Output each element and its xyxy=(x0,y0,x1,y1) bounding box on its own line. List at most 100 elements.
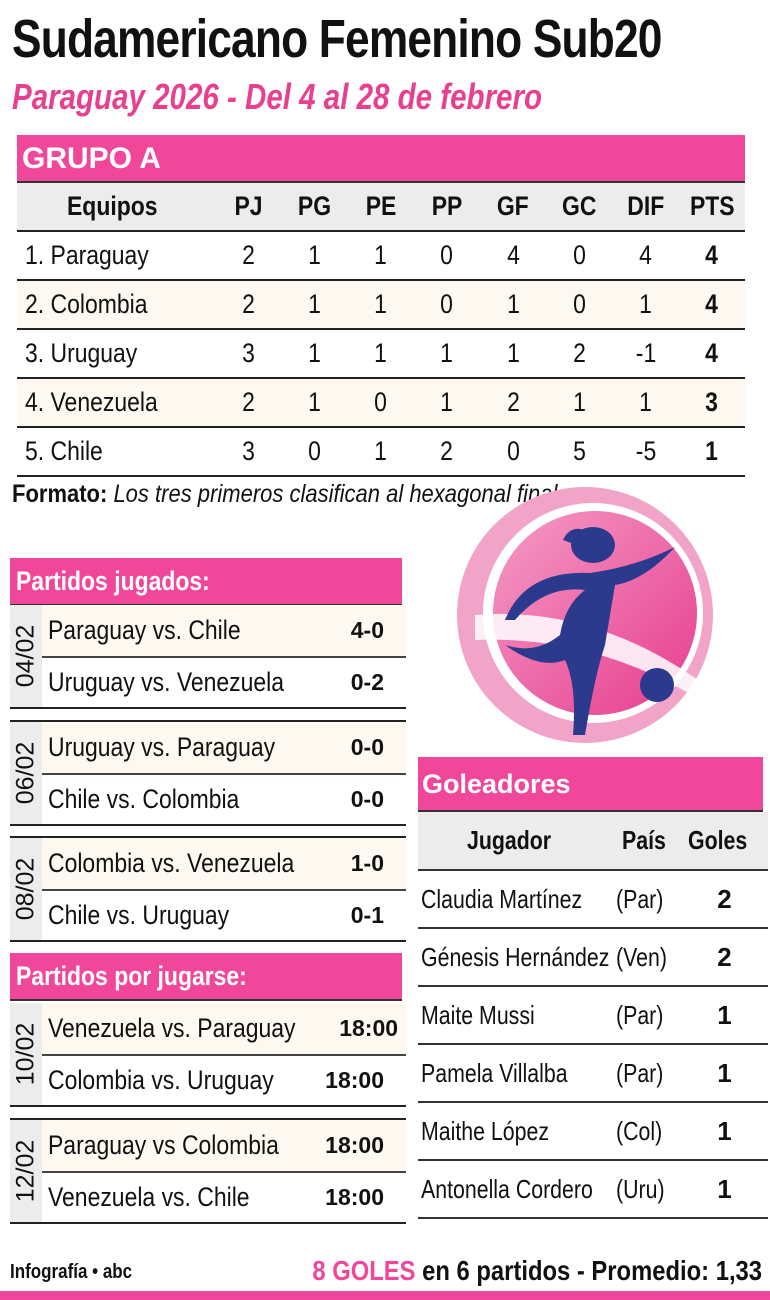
upcoming-matches-title: Partidos por jugarse: xyxy=(10,953,402,1001)
column-header: GC xyxy=(562,191,597,221)
match-teams: Colombia vs. Venezuela xyxy=(48,848,295,878)
table-row: 2. Colombia 2 1 1 0 1 0 1 4 xyxy=(17,281,745,330)
stat-cell: 2 xyxy=(241,387,255,417)
table-row: Claudia Martínez (Par) 2 xyxy=(418,871,768,929)
player-name: Génesis Hernández xyxy=(421,941,610,972)
match-day-group: 08/02 Colombia vs. Venezuela 1-0 Chile vs. … xyxy=(10,836,406,942)
stat-cell: 1 xyxy=(374,289,388,319)
player-country: (Ven) xyxy=(616,941,667,972)
match-date-label: 06/02 xyxy=(11,741,40,805)
player-goals: 2 xyxy=(717,883,732,914)
group-title: GRUPO A xyxy=(17,135,745,183)
match-result: 18:00 xyxy=(325,1132,384,1158)
match-row: Colombia vs. Uruguay 18:00 xyxy=(42,1054,406,1105)
format-text: Los tres primeros clasifican al hexagona… xyxy=(107,480,564,508)
format-label: Formato: xyxy=(12,480,108,508)
stat-cell: 1 xyxy=(307,289,321,319)
match-row: Colombia vs. Venezuela 1-0 xyxy=(42,838,406,889)
column-header: PE xyxy=(365,191,396,221)
column-header: DIF xyxy=(627,191,665,221)
stat-cell: 0 xyxy=(440,289,454,319)
match-row: Chile vs. Colombia 0-0 xyxy=(42,773,406,824)
stat-cell: 3 xyxy=(241,338,255,368)
match-teams: Chile vs. Uruguay xyxy=(48,900,230,930)
match-result: 4-0 xyxy=(350,617,384,643)
match-date: 06/02 xyxy=(10,722,42,824)
table-row: Pamela Villalba (Par) 1 xyxy=(418,1045,768,1103)
match-teams: Colombia vs. Uruguay xyxy=(48,1065,274,1095)
match-row: Uruguay vs. Paraguay 0-0 xyxy=(42,722,406,773)
match-result: 0-0 xyxy=(350,734,384,760)
stat-cell: 1 xyxy=(506,338,520,368)
column-header: PJ xyxy=(234,191,263,221)
table-row: 1. Paraguay 2 1 1 0 4 0 4 4 xyxy=(17,232,745,281)
stat-cell: 4 xyxy=(506,240,520,270)
player-goals: 1 xyxy=(717,1057,732,1088)
player-name: Maite Mussi xyxy=(421,999,535,1030)
column-header: PTS xyxy=(689,191,735,221)
match-result: 18:00 xyxy=(325,1067,384,1093)
match-day-group: 04/02 Paraguay vs. Chile 4-0 Uruguay vs. Ve… xyxy=(10,605,406,709)
stat-cell: 1 xyxy=(639,289,653,319)
match-date: 04/02 xyxy=(10,605,42,707)
scorers-header: Jugador País Goles xyxy=(418,812,768,871)
match-row: Uruguay vs. Venezuela 0-2 xyxy=(42,656,406,707)
match-result: 0-1 xyxy=(350,902,384,928)
player-goals: 1 xyxy=(717,1115,732,1146)
column-header: PP xyxy=(431,191,463,221)
match-row: Paraguay vs Colombia 18:00 xyxy=(42,1120,406,1171)
stat-cell: 2 xyxy=(241,240,255,270)
player-country: (Col) xyxy=(616,1115,663,1146)
table-row: Génesis Hernández (Ven) 2 xyxy=(418,929,768,987)
stat-cell: 1 xyxy=(440,387,454,417)
total-goals: 8 GOLES xyxy=(312,1255,416,1286)
match-date-label: 12/02 xyxy=(11,1139,40,1203)
team-name: 1. Paraguay xyxy=(25,240,149,270)
stat-cell: 2 xyxy=(440,436,454,466)
stat-cell: 1 xyxy=(639,387,653,417)
match-row: Paraguay vs. Chile 4-0 xyxy=(42,605,406,656)
stat-cell: 1 xyxy=(440,338,454,368)
bottom-accent-bar xyxy=(0,1291,770,1300)
stat-cell: 2 xyxy=(506,387,520,417)
stat-cell: 3 xyxy=(705,387,719,417)
team-name: 2. Colombia xyxy=(25,289,148,319)
match-day-group: 12/02 Paraguay vs Colombia 18:00 Venezuela … xyxy=(10,1118,406,1224)
credit: Infografía • abc xyxy=(10,1261,133,1283)
match-day-group: 10/02 Venezuela vs. Paraguay 18:00 Colombia… xyxy=(10,1003,406,1107)
player-goals: 1 xyxy=(717,1173,732,1204)
stat-cell: 0 xyxy=(572,289,586,319)
match-result: 18:00 xyxy=(339,1015,399,1041)
stat-cell: 1 xyxy=(374,338,388,368)
match-result: 0-2 xyxy=(350,669,384,695)
match-result: 0-0 xyxy=(350,786,384,812)
scorers-table: Jugador País Goles Claudia Martínez (Par) 2 Gé… xyxy=(418,812,768,1219)
match-result: 18:00 xyxy=(325,1184,384,1210)
match-date-label: 04/02 xyxy=(11,624,40,688)
match-date: 10/02 xyxy=(10,1003,42,1105)
stat-cell: 4 xyxy=(705,338,719,368)
goals-average: en 6 partidos - Promedio: 1,33 xyxy=(415,1255,762,1286)
column-header: Jugador xyxy=(467,825,552,855)
format-note: Formato: Los tres primeros clasifican al… xyxy=(12,478,563,511)
table-row: Maite Mussi (Par) 1 xyxy=(418,987,768,1045)
stat-cell: 4 xyxy=(705,289,719,319)
match-day-group: 06/02 Uruguay vs. Paraguay 0-0 Chile vs. Co… xyxy=(10,720,406,826)
match-teams: Paraguay vs. Chile xyxy=(48,615,241,645)
stat-cell: -5 xyxy=(635,436,656,466)
table-row: 5. Chile 3 0 1 2 0 5 -5 1 xyxy=(17,428,745,477)
stat-cell: 0 xyxy=(572,240,586,270)
stat-cell: 3 xyxy=(241,436,255,466)
match-teams: Venezuela vs. Chile xyxy=(48,1182,250,1212)
player-country: (Par) xyxy=(616,1057,664,1088)
stat-cell: 2 xyxy=(241,289,255,319)
match-teams: Venezuela vs. Paraguay xyxy=(48,1013,296,1043)
match-row: Chile vs. Uruguay 0-1 xyxy=(42,889,406,940)
team-name: 5. Chile xyxy=(25,436,103,466)
match-teams: Uruguay vs. Paraguay xyxy=(48,732,276,762)
column-header: PG xyxy=(297,191,331,221)
match-date-label: 08/02 xyxy=(11,857,40,921)
played-matches-title: Partidos jugados: xyxy=(10,558,402,606)
stat-cell: 1 xyxy=(374,436,388,466)
female-footballer-logo-icon xyxy=(457,487,713,743)
